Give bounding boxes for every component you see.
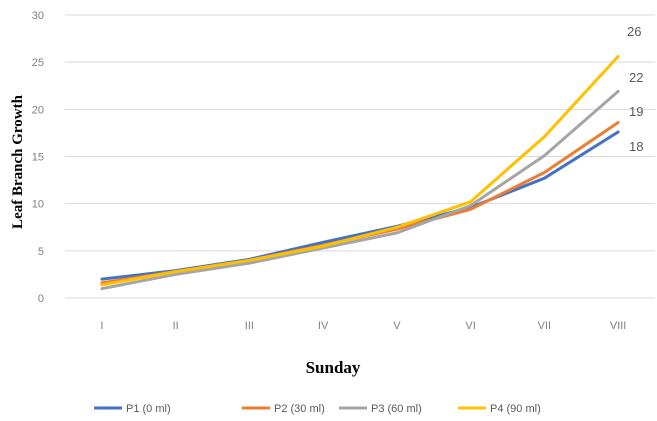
series-lines — [100, 55, 620, 291]
legend-label: P2 (30 ml) — [274, 403, 325, 415]
legend-label: P3 (60 ml) — [371, 403, 422, 415]
y-tick-label: 30 — [32, 10, 44, 22]
x-tick-label: I — [100, 320, 103, 332]
y-tick-label: 15 — [32, 152, 44, 164]
data-label: 19 — [629, 104, 643, 119]
x-tick-label: II — [173, 320, 179, 332]
x-tick-label: V — [393, 320, 401, 332]
y-tick-label: 10 — [32, 199, 44, 211]
series-line-p2-30-ml — [100, 121, 620, 285]
y-tick-label: 0 — [38, 293, 44, 305]
data-label: 26 — [627, 24, 641, 39]
y-tick-label: 5 — [38, 246, 44, 258]
x-tick-label: VIII — [610, 320, 627, 332]
x-tick-label: IV — [318, 320, 329, 332]
x-axis-ticks: I II III IV V VI VII VIII — [100, 320, 626, 332]
legend: P1 (0 ml) P2 (30 ml) P3 (60 ml) P4 (90 ml) — [94, 403, 541, 415]
y-tick-label: 25 — [32, 57, 44, 69]
series-line-p3-60-ml — [100, 89, 620, 291]
gridlines — [65, 14, 655, 299]
legend-label: P4 (90 ml) — [490, 403, 541, 415]
legend-item: P2 (30 ml) — [242, 403, 325, 415]
y-tick-label: 20 — [32, 104, 44, 116]
y-axis-ticks: 0 5 10 15 20 25 30 — [32, 10, 44, 305]
x-tick-label: III — [245, 320, 254, 332]
legend-item: P3 (60 ml) — [339, 403, 422, 415]
x-tick-label: VII — [538, 320, 551, 332]
x-tick-label: VI — [465, 320, 475, 332]
x-axis-label: Sunday — [306, 358, 361, 377]
data-labels: 18 19 22 26 — [627, 24, 643, 154]
legend-label: P1 (0 ml) — [126, 403, 171, 415]
series-line-p1-0-ml — [100, 130, 620, 281]
y-axis-label: Leaf Branch Growth — [10, 94, 26, 229]
legend-item: P4 (90 ml) — [458, 403, 541, 415]
series-line-p4-90-ml — [100, 55, 620, 287]
data-label: 22 — [629, 70, 643, 85]
legend-item: P1 (0 ml) — [94, 403, 171, 415]
data-label: 18 — [629, 139, 643, 154]
